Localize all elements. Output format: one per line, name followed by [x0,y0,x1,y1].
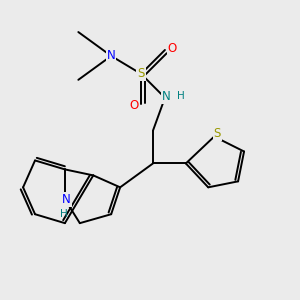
Text: H: H [178,91,185,101]
Text: S: S [137,68,145,80]
Text: N: N [162,90,171,103]
Text: O: O [129,99,138,112]
Text: H: H [59,208,67,219]
Text: N: N [62,193,71,206]
Text: O: O [168,42,177,55]
Text: S: S [214,127,221,140]
Text: N: N [107,50,116,62]
